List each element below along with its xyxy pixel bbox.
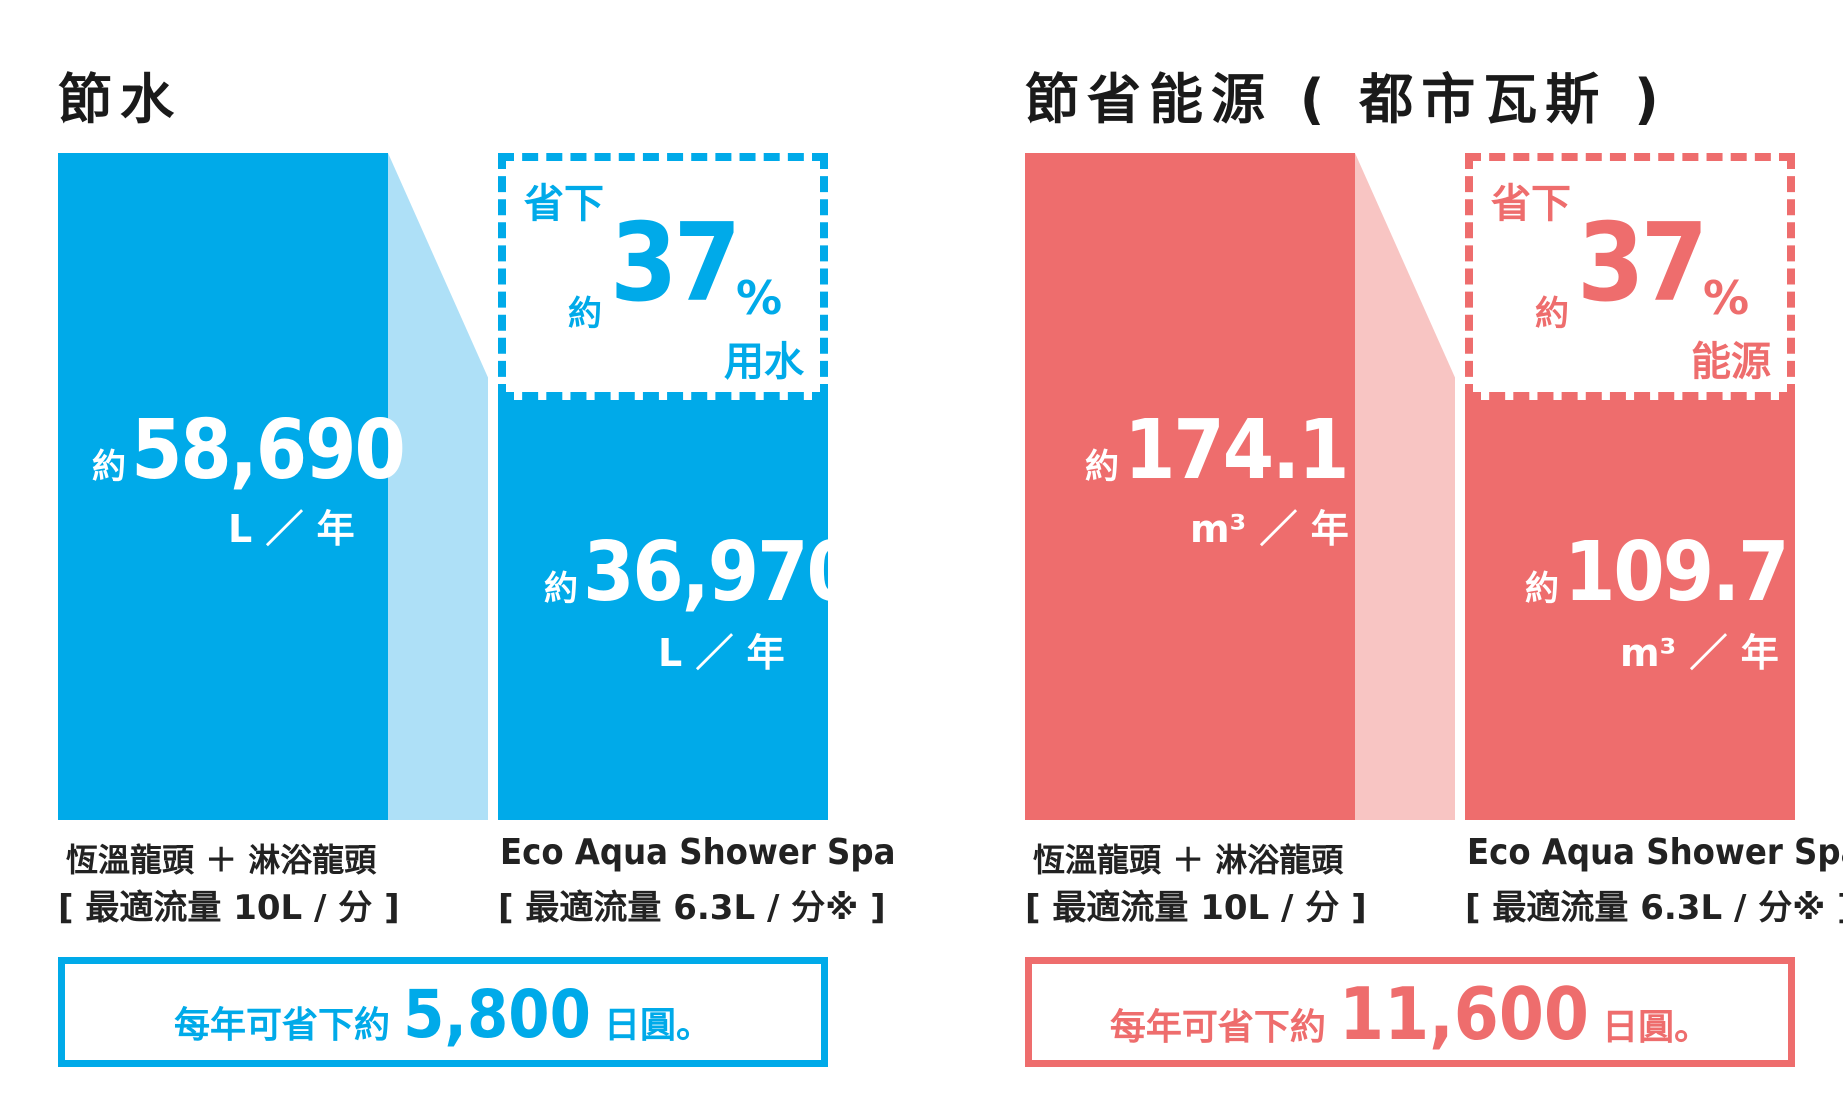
value-number: 174.1 [1124, 403, 1349, 498]
category-note: [ 最適流量 6.3L / 分※ ] [498, 888, 886, 928]
water-saving-chart: 節水 省下 約 37 % 用水 約 58,690 L ／ 年 約 36,970 … [58, 0, 895, 1119]
footer-unit: 日圓。 [1602, 1007, 1711, 1048]
savings-head: 省下 [524, 181, 604, 227]
bar-before-value: 約 174.1 [1085, 403, 1349, 498]
savings-percent: % [736, 271, 783, 325]
value-prefix: 約 [544, 569, 578, 609]
value-prefix: 約 [92, 447, 126, 487]
savings-head: 省下 [1491, 181, 1571, 227]
footer-line: 每年可省下約 11,600 日圓。 [1032, 972, 1788, 1056]
chart-title: 節水 [58, 68, 182, 131]
value-number: 109.7 [1564, 525, 1789, 620]
bar-after-unit: L ／ 年 [658, 631, 785, 675]
bar-after-unit: m³ ／ 年 [1620, 631, 1779, 675]
savings-prefix: 約 [568, 294, 602, 334]
category-label: 恆溫龍頭 ＋ 淋浴龍頭 [1033, 841, 1344, 879]
savings-percent: % [1703, 271, 1750, 325]
savings-tail: 用水 [724, 339, 804, 385]
chart-title: 節省能源 ( 都市瓦斯 ) [1025, 68, 1667, 131]
category-note: [ 最適流量 10L / 分 ] [58, 888, 400, 928]
slope-shape [1355, 153, 1455, 820]
savings-box: 省下 約 37 % 用水 [498, 153, 828, 400]
footer-unit: 日圓。 [604, 1005, 713, 1046]
bar-after-value: 約 109.7 [1525, 525, 1789, 620]
bar-after-value: 約 36,970 [544, 525, 858, 620]
bar-after [498, 400, 828, 820]
value-prefix: 約 [1085, 447, 1119, 487]
footer-value: 11,600 [1339, 972, 1589, 1056]
bar-reduction-slope [388, 153, 488, 820]
slope-shape [388, 153, 488, 820]
bar-before [58, 153, 388, 820]
bar-reduction-slope [1355, 153, 1455, 820]
category-note: [ 最適流量 10L / 分 ] [1025, 888, 1367, 928]
value-number: 36,970 [583, 525, 858, 620]
savings-box: 省下 約 37 % 能源 [1465, 153, 1795, 400]
category-label: Eco Aqua Shower Spa [500, 832, 896, 873]
savings-tail: 能源 [1691, 339, 1771, 385]
footer-value: 5,800 [403, 976, 591, 1053]
bar-before-unit: m³ ／ 年 [1190, 507, 1349, 551]
category-label: Eco Aqua Shower Spa [1467, 832, 1843, 873]
bar-before [1025, 153, 1355, 820]
annual-savings-footer: 每年可省下約 11,600 日圓。 [1025, 957, 1795, 1067]
savings-value: 37 [610, 201, 741, 326]
bar-after [1465, 400, 1795, 820]
bar-before-value: 約 58,690 [92, 403, 406, 498]
footer-text: 每年可省下約 [173, 1005, 390, 1046]
energy-saving-chart: 節省能源 ( 都市瓦斯 ) 省下 約 37 % 能源 約 174.1 m³ ／ … [1025, 0, 1843, 1119]
value-number: 58,690 [131, 403, 406, 498]
savings-value: 37 [1577, 201, 1708, 326]
footer-line: 每年可省下約 5,800 日圓。 [65, 976, 821, 1053]
category-note: [ 最適流量 6.3L / 分※ ] [1465, 888, 1843, 928]
savings-prefix: 約 [1535, 294, 1569, 334]
value-prefix: 約 [1525, 569, 1559, 609]
footer-text: 每年可省下約 [1109, 1007, 1326, 1048]
category-label: 恆溫龍頭 ＋ 淋浴龍頭 [66, 841, 377, 879]
annual-savings-footer: 每年可省下約 5,800 日圓。 [58, 957, 828, 1067]
bar-before-unit: L ／ 年 [228, 507, 355, 551]
